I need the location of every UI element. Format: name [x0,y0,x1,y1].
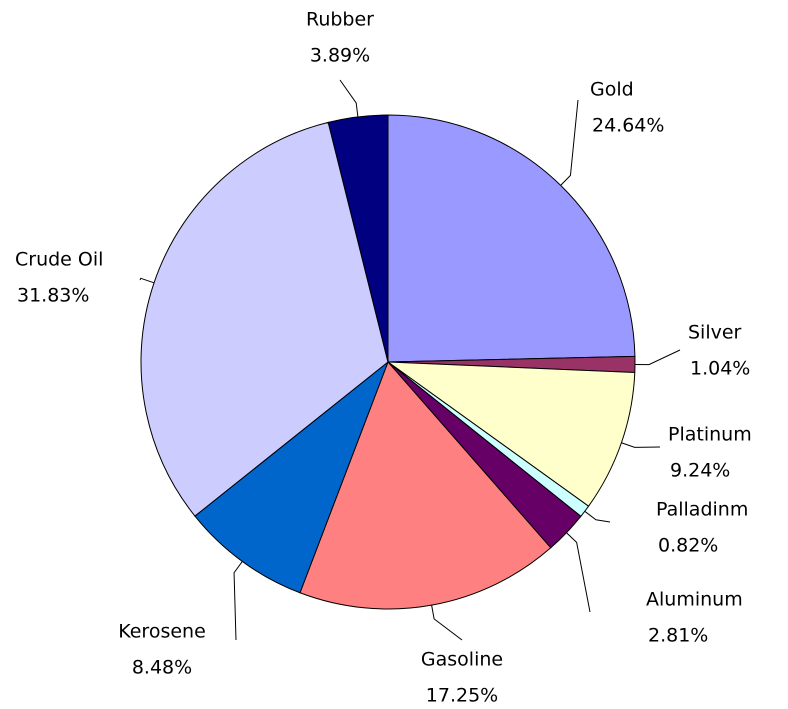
slice-value-label: 3.89% [310,45,370,67]
leader-line [431,605,463,641]
pie-slice [140,121,389,517]
leader-line [566,532,591,613]
leader-line [621,442,661,448]
leader-line [233,561,243,641]
leader-line [139,277,155,284]
leader-line [339,79,359,117]
slice-label: Gold [590,79,634,101]
slice-value-label: 2.81% [648,625,708,647]
slice-value-label: 1.04% [690,358,750,380]
pie-slice [299,361,552,610]
slice-label: Platinum [668,424,752,446]
slice-label: Crude Oil [15,249,103,271]
slice-value-label: 9.24% [670,460,730,482]
slice-value-label: 17.25% [426,685,498,707]
slice-label: Kerosene [118,621,206,643]
pie-slice [327,114,389,363]
leader-line [584,510,611,523]
pie-slice [194,360,390,594]
slice-value-label: 8.48% [132,657,192,679]
slice-label: Palladinm [656,499,748,521]
slice-label: Aluminum [646,589,743,611]
slice-value-label: 24.64% [592,115,664,137]
slice-label: Rubber [306,9,374,31]
slice-label: Silver [688,322,742,344]
pie-slice [387,114,636,363]
leader-line [560,99,579,186]
pie-slice [386,361,636,507]
leader-line [634,349,681,366]
slice-value-label: 0.82% [658,535,718,557]
slice-value-label: 31.83% [17,285,89,307]
slice-label: Gasoline [421,649,503,671]
